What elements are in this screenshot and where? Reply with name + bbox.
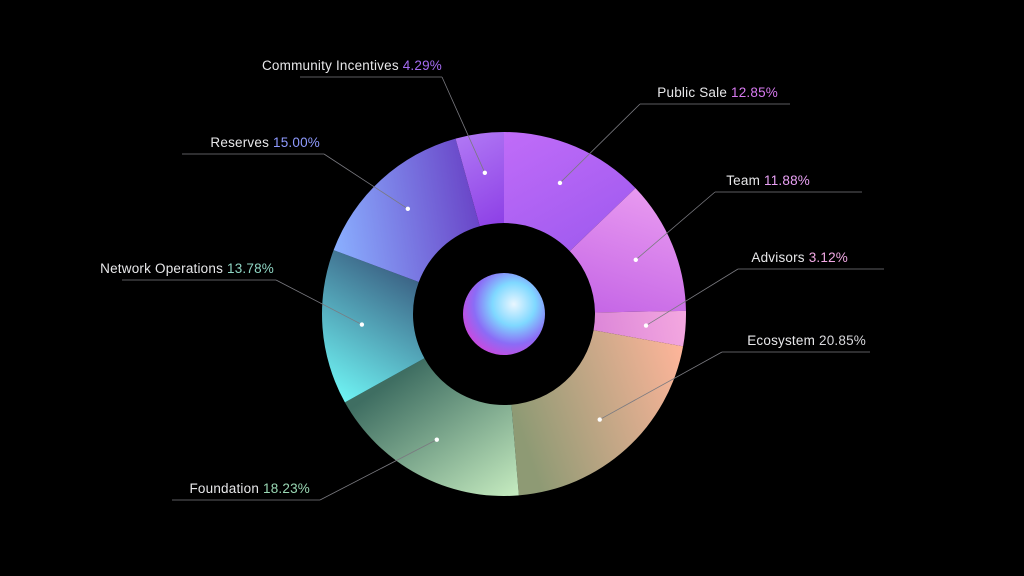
slice-label-value: 4.29% <box>403 58 442 73</box>
leader-line <box>645 268 739 326</box>
slice-marker-dot <box>597 417 602 422</box>
slice-label-name: Community Incentives <box>262 58 403 73</box>
leader-line <box>275 279 363 325</box>
labels-layer: Public Sale 12.85% Team 11.88% Advisors 3.… <box>100 58 884 501</box>
leader-line <box>441 76 486 173</box>
slice-marker-dot <box>557 180 563 186</box>
slice-marker-dot <box>633 257 638 262</box>
leader-line <box>319 439 437 501</box>
leader-line <box>635 191 716 261</box>
slice-label: Advisors 3.12% <box>751 250 848 265</box>
slice-network-operations <box>322 250 425 403</box>
slice-label-name: Reserves <box>210 135 273 150</box>
leader-line <box>323 153 409 210</box>
slice-label: Reserves 15.00% <box>210 135 320 150</box>
slice-label: Public Sale 12.85% <box>657 85 778 100</box>
slice-label: Network Operations 13.78% <box>100 261 274 276</box>
slice-label-value: 13.78% <box>227 261 274 276</box>
slice-label: Foundation 18.23% <box>189 481 310 496</box>
slice-label: Ecosystem 20.85% <box>747 333 866 348</box>
slices-layer <box>322 132 686 496</box>
slice-label-value: 18.23% <box>263 481 310 496</box>
slice-community-incentives <box>455 132 504 227</box>
slice-label: Community Incentives 4.29% <box>262 58 442 73</box>
slice-label-value: 15.00% <box>273 135 320 150</box>
slice-label-value: 3.12% <box>809 250 848 265</box>
slice-label-value: 11.88% <box>764 173 810 188</box>
slice-label-name: Public Sale <box>657 85 731 100</box>
slice-marker-dot <box>405 206 411 212</box>
center-orb <box>463 273 545 355</box>
slice-marker-dot <box>359 322 365 327</box>
slice-label-name: Ecosystem <box>747 333 819 348</box>
slice-label: Team 11.88% <box>726 173 810 188</box>
slice-foundation <box>344 358 519 496</box>
leader-line <box>559 103 641 184</box>
slice-ecosystem <box>511 330 684 496</box>
slice-marker-dot <box>643 323 649 328</box>
leader-line <box>599 351 723 420</box>
slice-marker-dot <box>434 437 440 442</box>
slice-advisors <box>593 310 686 347</box>
slice-label-value: 20.85% <box>819 333 866 348</box>
slice-label-name: Advisors <box>751 250 808 265</box>
slice-label-name: Foundation <box>189 481 263 496</box>
slice-marker-dot <box>482 170 488 175</box>
slice-label-name: Team <box>726 173 764 188</box>
slice-label-name: Network Operations <box>100 261 227 276</box>
slice-label-value: 12.85% <box>731 85 778 100</box>
slice-team <box>569 188 686 313</box>
slice-public-sale <box>504 132 636 252</box>
center-layer <box>463 273 545 355</box>
